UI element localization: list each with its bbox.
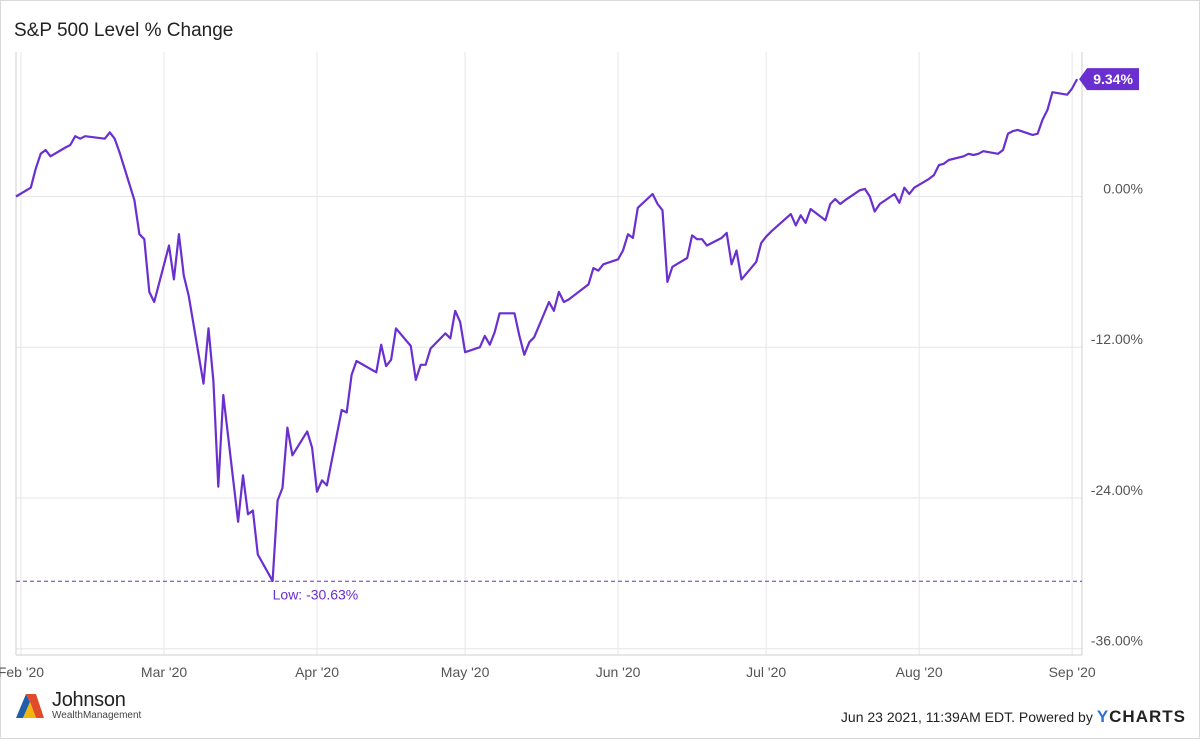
y-tick-label: 0.00% [1103,180,1143,196]
chart-title: S&P 500 Level % Change [14,20,234,41]
x-tick-label: Apr '20 [295,664,339,680]
ycharts-rest: CHARTS [1109,707,1186,726]
low-label: Low: -30.63% [273,586,359,602]
last-value-label: 9.34% [1093,71,1133,87]
johnson-logo-icon [16,693,44,718]
ycharts-y: Y [1096,707,1110,726]
footer-timestamp: Jun 23 2021, 11:39AM EDT. Powered by [840,709,1093,725]
x-tick-label: Mar '20 [141,664,187,680]
x-tick-label: Jul '20 [746,664,786,680]
y-tick-label: -36.00% [1091,633,1143,649]
x-tick-label: May '20 [441,664,490,680]
logo-sub: WealthManagement [52,710,142,721]
y-tick-label: -12.00% [1091,331,1143,347]
x-tick-label: Sep '20 [1049,664,1096,680]
logo-name: Johnson [52,689,126,711]
x-tick-label: Jun '20 [596,664,641,680]
series-line [15,78,1079,583]
johnson-logo: Johnson WealthManagement [14,690,141,721]
ycharts-brand[interactable]: YCHARTS [1097,707,1186,727]
footer: Jun 23 2021, 11:39AM EDT. Powered by YCH… [841,707,1186,727]
x-tick-label: Aug '20 [896,664,943,680]
y-tick-label: -24.00% [1091,482,1143,498]
last-value-badge [1079,68,1140,91]
x-tick-label: Feb '20 [0,664,44,680]
